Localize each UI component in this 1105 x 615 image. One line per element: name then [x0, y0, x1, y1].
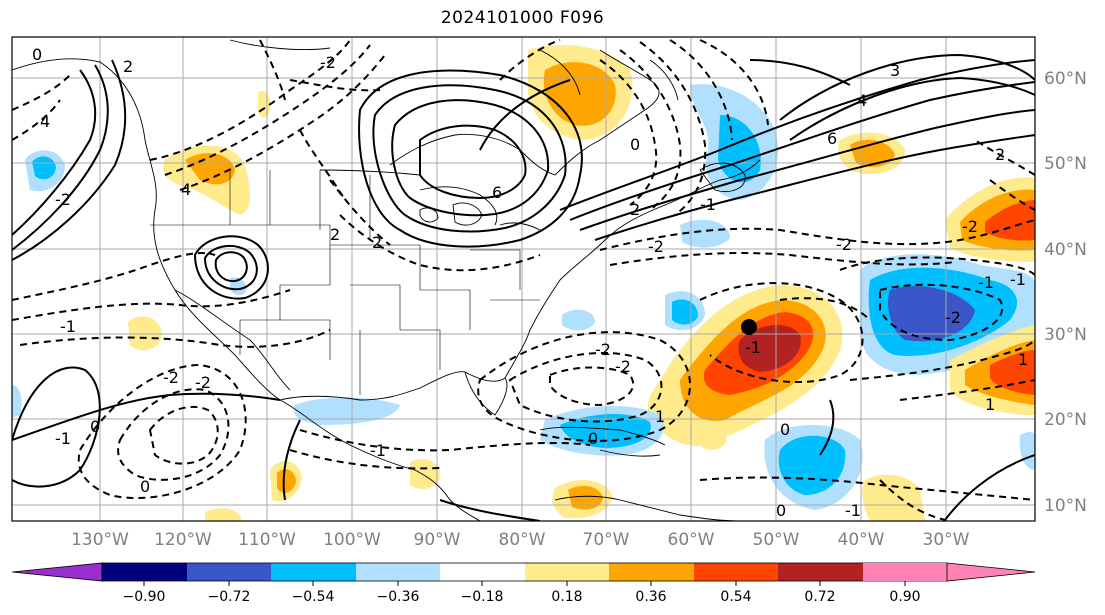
- contour-label: 0: [630, 135, 640, 154]
- contour-label: 0: [32, 45, 42, 64]
- contour-label: -2: [595, 340, 611, 359]
- contour-label: 6: [492, 183, 502, 202]
- colorbar-tick-label: −0.36: [377, 589, 420, 605]
- contour-label: -2: [615, 357, 631, 376]
- contour-label: 0: [780, 420, 790, 439]
- colorbar-segment: [356, 563, 440, 581]
- longitude-labels: 130°W 120°W 110°W 100°W 90°W 80°W 70°W 6…: [71, 530, 970, 550]
- anomaly-shading: [12, 45, 1035, 521]
- contour-label: -2: [320, 53, 336, 72]
- lon-label: 70°W: [583, 530, 630, 550]
- map-title: 2024101000 F096: [440, 8, 605, 28]
- contour-label: -2: [55, 190, 71, 209]
- colorbar-max-arrow: [863, 563, 1035, 581]
- colorbar-segment: [778, 563, 863, 581]
- colorbar-tick-label: −0.54: [292, 589, 335, 605]
- colorbar-segment: [525, 563, 609, 581]
- contour-label: 0: [776, 501, 786, 520]
- contour-label: 2: [372, 233, 382, 252]
- lon-label: 80°W: [499, 530, 546, 550]
- contours-solid: [12, 53, 1035, 521]
- contour-label: -2: [836, 235, 852, 254]
- contour-label: 4: [40, 112, 50, 131]
- colorbar-min-arrow: [11, 562, 103, 582]
- contour-label: -2: [648, 237, 664, 256]
- latitude-labels: 60°N 50°N 40°N 30°N 20°N 10°N: [1044, 69, 1087, 516]
- contour-label: 1: [655, 407, 665, 426]
- contour-label: 0: [588, 429, 598, 448]
- lon-label: 50°W: [753, 530, 800, 550]
- contour-label: 2: [630, 200, 640, 219]
- colorbar-segment: [102, 563, 187, 581]
- colorbar-tick-label: −0.18: [461, 589, 504, 605]
- lon-label: 90°W: [414, 530, 461, 550]
- colorbar-segment: [440, 563, 525, 581]
- contour-label: 0: [90, 417, 100, 436]
- contour-label: -2: [962, 217, 978, 236]
- contour-label: 2: [330, 225, 340, 244]
- colorbar: −0.90 −0.72 −0.54 −0.36 −0.18 0.18 0.36 …: [11, 562, 1036, 605]
- contour-label: -2: [945, 308, 961, 327]
- lat-label: 10°N: [1044, 496, 1087, 516]
- lat-label: 20°N: [1044, 410, 1087, 430]
- lat-label: 40°N: [1044, 240, 1087, 260]
- contour-label: 0: [140, 477, 150, 496]
- contour-label: -1: [1010, 270, 1026, 289]
- contour-label: 4: [857, 91, 867, 110]
- lat-label: 30°N: [1044, 325, 1087, 345]
- contour-label: 2: [123, 57, 133, 76]
- contour-label: 2: [995, 145, 1005, 164]
- lon-label: 110°W: [238, 530, 296, 550]
- contour-label: 1: [1018, 350, 1028, 369]
- contour-label: 4: [181, 180, 191, 199]
- colorbar-tick-label: 0.90: [889, 589, 920, 605]
- colorbar-segment: [187, 563, 271, 581]
- colorbar-segment: [609, 563, 694, 581]
- lon-label: 130°W: [71, 530, 129, 550]
- contour-label: -2: [163, 368, 179, 387]
- contour-label: -2: [195, 373, 211, 392]
- contour-label: -1: [978, 273, 994, 292]
- contour-label: -1: [845, 501, 861, 520]
- colorbar-segment: [694, 563, 778, 581]
- contour-label: -1: [55, 429, 71, 448]
- graticule: [12, 37, 1035, 521]
- colorbar-tick-label: 0.54: [720, 589, 751, 605]
- colorbar-tick-label: 0.18: [551, 589, 582, 605]
- contour-label: 3: [890, 61, 900, 80]
- lon-label: 60°W: [668, 530, 715, 550]
- lat-label: 60°N: [1044, 69, 1087, 89]
- colorbar-tick-label: 0.72: [804, 589, 835, 605]
- colorbar-tick-label: −0.72: [208, 589, 251, 605]
- lon-label: 40°W: [838, 530, 885, 550]
- storm-center-marker: [741, 319, 757, 335]
- lon-label: 120°W: [154, 530, 212, 550]
- colorbar-segment: [271, 563, 356, 581]
- contour-label: 6: [827, 129, 837, 148]
- colorbar-tick-label: 0.36: [635, 589, 666, 605]
- lon-label: 30°W: [923, 530, 970, 550]
- contour-label: -1: [745, 338, 761, 357]
- lon-label: 100°W: [323, 530, 381, 550]
- contour-label-group: 0 2 4 6 3 4 6 2 4 -2 -2 -1 -2 -2 2 -2 -1…: [32, 45, 1028, 520]
- colorbar-tick-label: −0.90: [123, 589, 166, 605]
- contour-label: -1: [370, 441, 386, 460]
- contour-label: 1: [985, 395, 995, 414]
- contour-label: -1: [700, 195, 716, 214]
- map-frame: [11, 36, 1036, 522]
- contour-label: -1: [60, 317, 76, 336]
- lat-label: 50°N: [1044, 154, 1087, 174]
- contours-dashed: [12, 39, 1035, 521]
